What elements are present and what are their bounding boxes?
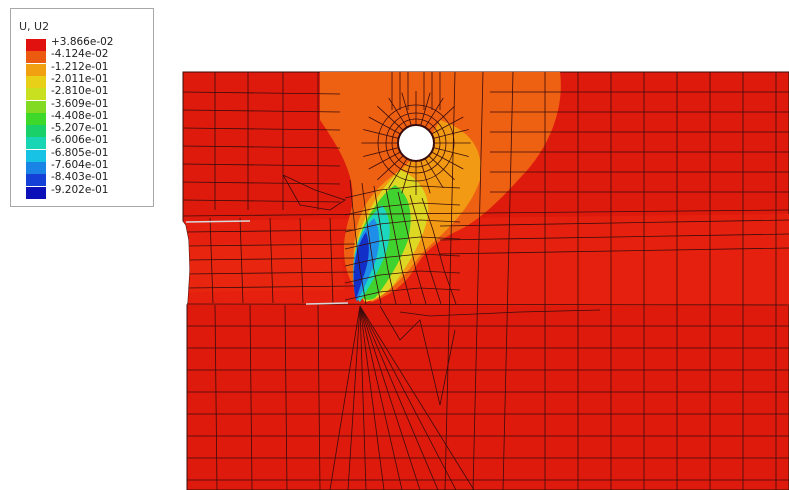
legend-label: -9.202e-01 [51, 183, 109, 196]
legend-title: U, U2 [19, 20, 50, 33]
legend-label: -2.011e-01 [51, 72, 109, 85]
contour-legend: U, U2 +3.866e-02 -4.124e-02 -1.212e-01 -2.0… [10, 8, 154, 207]
legend-label: -6.805e-01 [51, 146, 109, 159]
legend-label: +3.866e-02 [51, 36, 114, 48]
crack-line-lower [305, 302, 349, 305]
legend-label: -1.212e-01 [51, 60, 109, 73]
legend-label: -2.810e-01 [51, 85, 109, 98]
legend-swatch [26, 63, 46, 76]
legend-label: -4.408e-01 [51, 109, 109, 122]
legend-swatch [26, 149, 46, 162]
legend-swatch [26, 186, 46, 199]
legend-swatch [26, 137, 46, 150]
legend-label: -8.403e-01 [51, 171, 109, 184]
crack-line-upper [185, 220, 251, 223]
mesh-grid [183, 72, 789, 490]
legend-swatch [26, 162, 46, 174]
legend-label: -5.207e-01 [51, 122, 109, 135]
legend-label: -4.124e-02 [51, 48, 109, 61]
legend-label: -6.006e-01 [51, 134, 109, 147]
legend-swatch [26, 39, 46, 51]
hole [397, 124, 435, 162]
legend-swatch [26, 88, 46, 101]
legend-label: -3.609e-01 [51, 97, 109, 110]
legend-swatch [26, 112, 46, 125]
crack-band-inner [187, 242, 345, 292]
legend-label: -7.604e-01 [51, 159, 109, 171]
legend-swatch [26, 75, 46, 88]
legend-swatch [26, 100, 46, 113]
legend-swatch [26, 174, 46, 187]
legend-swatch [26, 125, 46, 138]
dark-blue-zone [353, 232, 369, 300]
legend-swatch [26, 51, 46, 64]
